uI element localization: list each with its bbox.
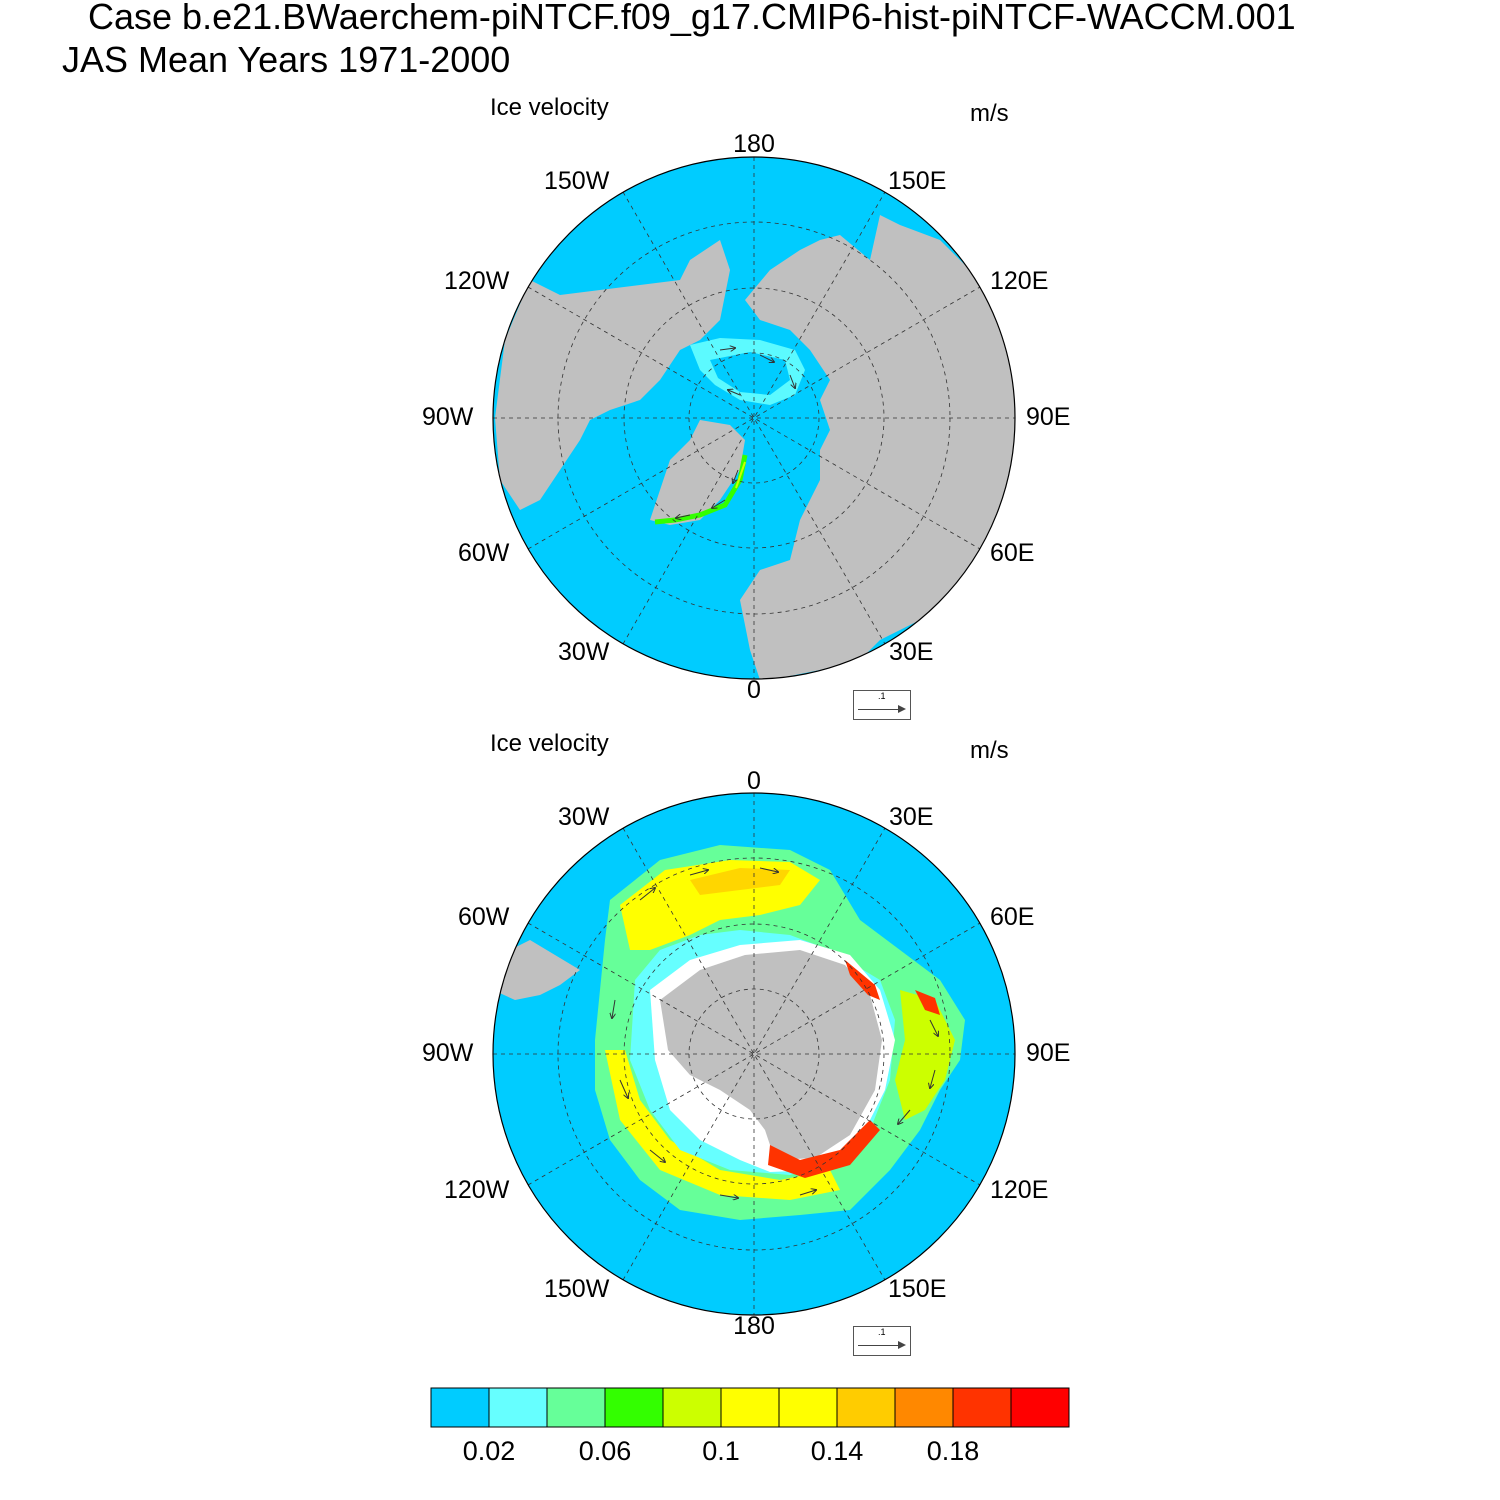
- north-lon-label: 180: [733, 130, 775, 158]
- colorbar-box: [662, 1387, 722, 1428]
- colorbar-box: [778, 1387, 838, 1428]
- north-lon-label: 30W: [558, 638, 610, 666]
- colorbar-box: [430, 1387, 490, 1428]
- north-lon-label: 30E: [889, 638, 934, 666]
- panel-south-units: m/s: [970, 737, 1009, 764]
- south-land-south-america: [493, 940, 580, 1000]
- south-lon-label: 0: [747, 767, 761, 795]
- colorbar-box: [720, 1387, 780, 1428]
- north-lon-label: 120E: [990, 267, 1049, 295]
- north-lon-label: 60W: [458, 539, 510, 567]
- north-lon-label: 90W: [422, 403, 474, 431]
- south-lon-label: 30W: [558, 803, 610, 831]
- north-lon-label: 60E: [990, 539, 1035, 567]
- south-lon-label: 150E: [888, 1275, 947, 1303]
- south-lon-label: 30E: [889, 803, 934, 831]
- panel-south-title: Ice velocity: [490, 730, 609, 757]
- colorbar-box: [894, 1387, 954, 1428]
- south-lon-label: 180: [733, 1312, 775, 1340]
- colorbar-label: 0.14: [810, 1436, 864, 1466]
- south-lon-label: 120E: [990, 1176, 1049, 1204]
- north-lon-label: 120W: [444, 267, 510, 295]
- reference-vector-label: .1: [878, 1327, 886, 1337]
- panel-north-units: m/s: [970, 100, 1009, 127]
- north-lon-label: 90E: [1026, 403, 1071, 431]
- north-lon-label: 150W: [544, 167, 610, 195]
- colorbar-box: [836, 1387, 896, 1428]
- north-reference-vector: .1: [853, 690, 911, 720]
- south-lon-label: 60W: [458, 903, 510, 931]
- north-lon-label: 0: [747, 676, 761, 704]
- reference-vector-label: .1: [878, 691, 886, 701]
- colorbar-label: 0.1: [702, 1436, 740, 1466]
- colorbar-label: 0.06: [578, 1436, 632, 1466]
- south-lon-label: 90W: [422, 1039, 474, 1067]
- colorbar-box: [1010, 1387, 1070, 1428]
- colorbar-box: [488, 1387, 548, 1428]
- colorbar-box: [952, 1387, 1012, 1428]
- south-lon-label: 120W: [444, 1176, 510, 1204]
- colorbar-label: 0.02: [462, 1436, 516, 1466]
- colorbar-box: [604, 1387, 664, 1428]
- south-lon-label: 60E: [990, 903, 1035, 931]
- south-reference-vector: .1: [853, 1326, 911, 1356]
- colorbar: [430, 1387, 1070, 1428]
- south-land-antarctica: [660, 950, 882, 1160]
- north-polar-map: [493, 157, 1015, 679]
- north-land-eurasia: [740, 215, 1015, 679]
- colorbar-label: 0.18: [926, 1436, 980, 1466]
- case-title: Case b.e21.BWaerchem-piNTCF.f09_g17.CMIP…: [88, 0, 1296, 37]
- colorbar-box: [546, 1387, 606, 1428]
- panel-north-title: Ice velocity: [490, 94, 609, 121]
- north-lon-label: 150E: [888, 167, 947, 195]
- south-lon-label: 150W: [544, 1275, 610, 1303]
- north-land-america: [495, 240, 730, 510]
- north-land-greenland: [650, 420, 745, 525]
- south-lon-label: 90E: [1026, 1039, 1071, 1067]
- period-title: JAS Mean Years 1971-2000: [62, 39, 511, 80]
- south-polar-map: [493, 793, 1015, 1315]
